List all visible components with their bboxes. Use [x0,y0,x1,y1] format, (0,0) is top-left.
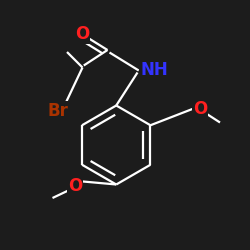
Text: NH: NH [140,61,168,79]
Text: Br: Br [47,102,68,120]
Text: O: O [68,177,82,195]
Text: O: O [193,100,207,118]
Text: O: O [76,25,90,43]
